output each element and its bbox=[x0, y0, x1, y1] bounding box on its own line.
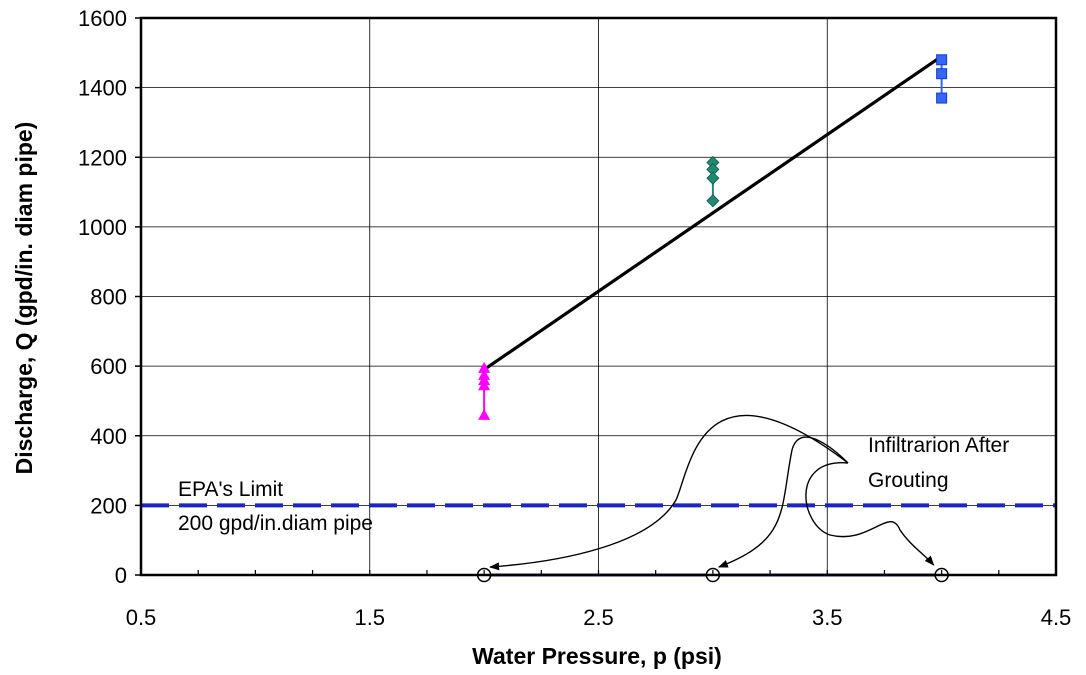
y-tick-label: 0 bbox=[115, 563, 127, 588]
series-square bbox=[936, 54, 948, 104]
square-point bbox=[936, 54, 948, 66]
data-series bbox=[476, 54, 949, 583]
epa-limit-label: EPA's Limit bbox=[178, 478, 283, 501]
x-axis-title: Water Pressure, p (psi) bbox=[472, 643, 722, 669]
square-point bbox=[936, 68, 948, 80]
annotation-arrow bbox=[805, 462, 935, 566]
annotation-arrows bbox=[489, 414, 935, 571]
x-tick-label: 2.5 bbox=[583, 605, 614, 630]
triangle-point bbox=[478, 408, 491, 420]
triangle-point bbox=[478, 361, 491, 373]
x-tick-label: 1.5 bbox=[354, 605, 385, 630]
annotation-arrow bbox=[717, 436, 849, 568]
y-tick-label: 1000 bbox=[78, 215, 127, 240]
diamond-point bbox=[706, 171, 720, 185]
y-tick-label: 400 bbox=[90, 424, 127, 449]
x-tick-label: 0.5 bbox=[126, 605, 157, 630]
series-triangle bbox=[478, 361, 491, 420]
grouting-label-line2: Grouting bbox=[868, 469, 949, 492]
trend-line bbox=[483, 54, 943, 371]
y-tick-label: 800 bbox=[90, 285, 127, 310]
x-tick-label: 3.5 bbox=[812, 605, 843, 630]
y-tick-label: 200 bbox=[90, 493, 127, 518]
y-tick-label: 1400 bbox=[78, 76, 127, 101]
x-tick-label: 4.5 bbox=[1041, 605, 1072, 630]
fit-line bbox=[483, 54, 943, 371]
grouting-label-line1: Infiltrarion After bbox=[868, 434, 1009, 457]
epa-limit-value-label: 200 gpd/in.diam pipe bbox=[178, 512, 373, 535]
triangle-point bbox=[478, 379, 491, 391]
y-tick-label: 1200 bbox=[78, 145, 127, 170]
y-axis-title: Discharge, Q (gpd/in. diam pipe) bbox=[11, 122, 37, 475]
y-tick-label: 1600 bbox=[78, 6, 127, 31]
axis-ticks: 0.5 1.5 2.5 3.5 4.5 0 200 400 600 800 1000 1200 1400… bbox=[78, 6, 1071, 630]
square-point bbox=[936, 92, 948, 104]
series-diamond bbox=[706, 155, 720, 208]
annotation-arrow bbox=[489, 414, 849, 571]
diamond-point bbox=[706, 194, 720, 208]
y-tick-label: 600 bbox=[90, 354, 127, 379]
